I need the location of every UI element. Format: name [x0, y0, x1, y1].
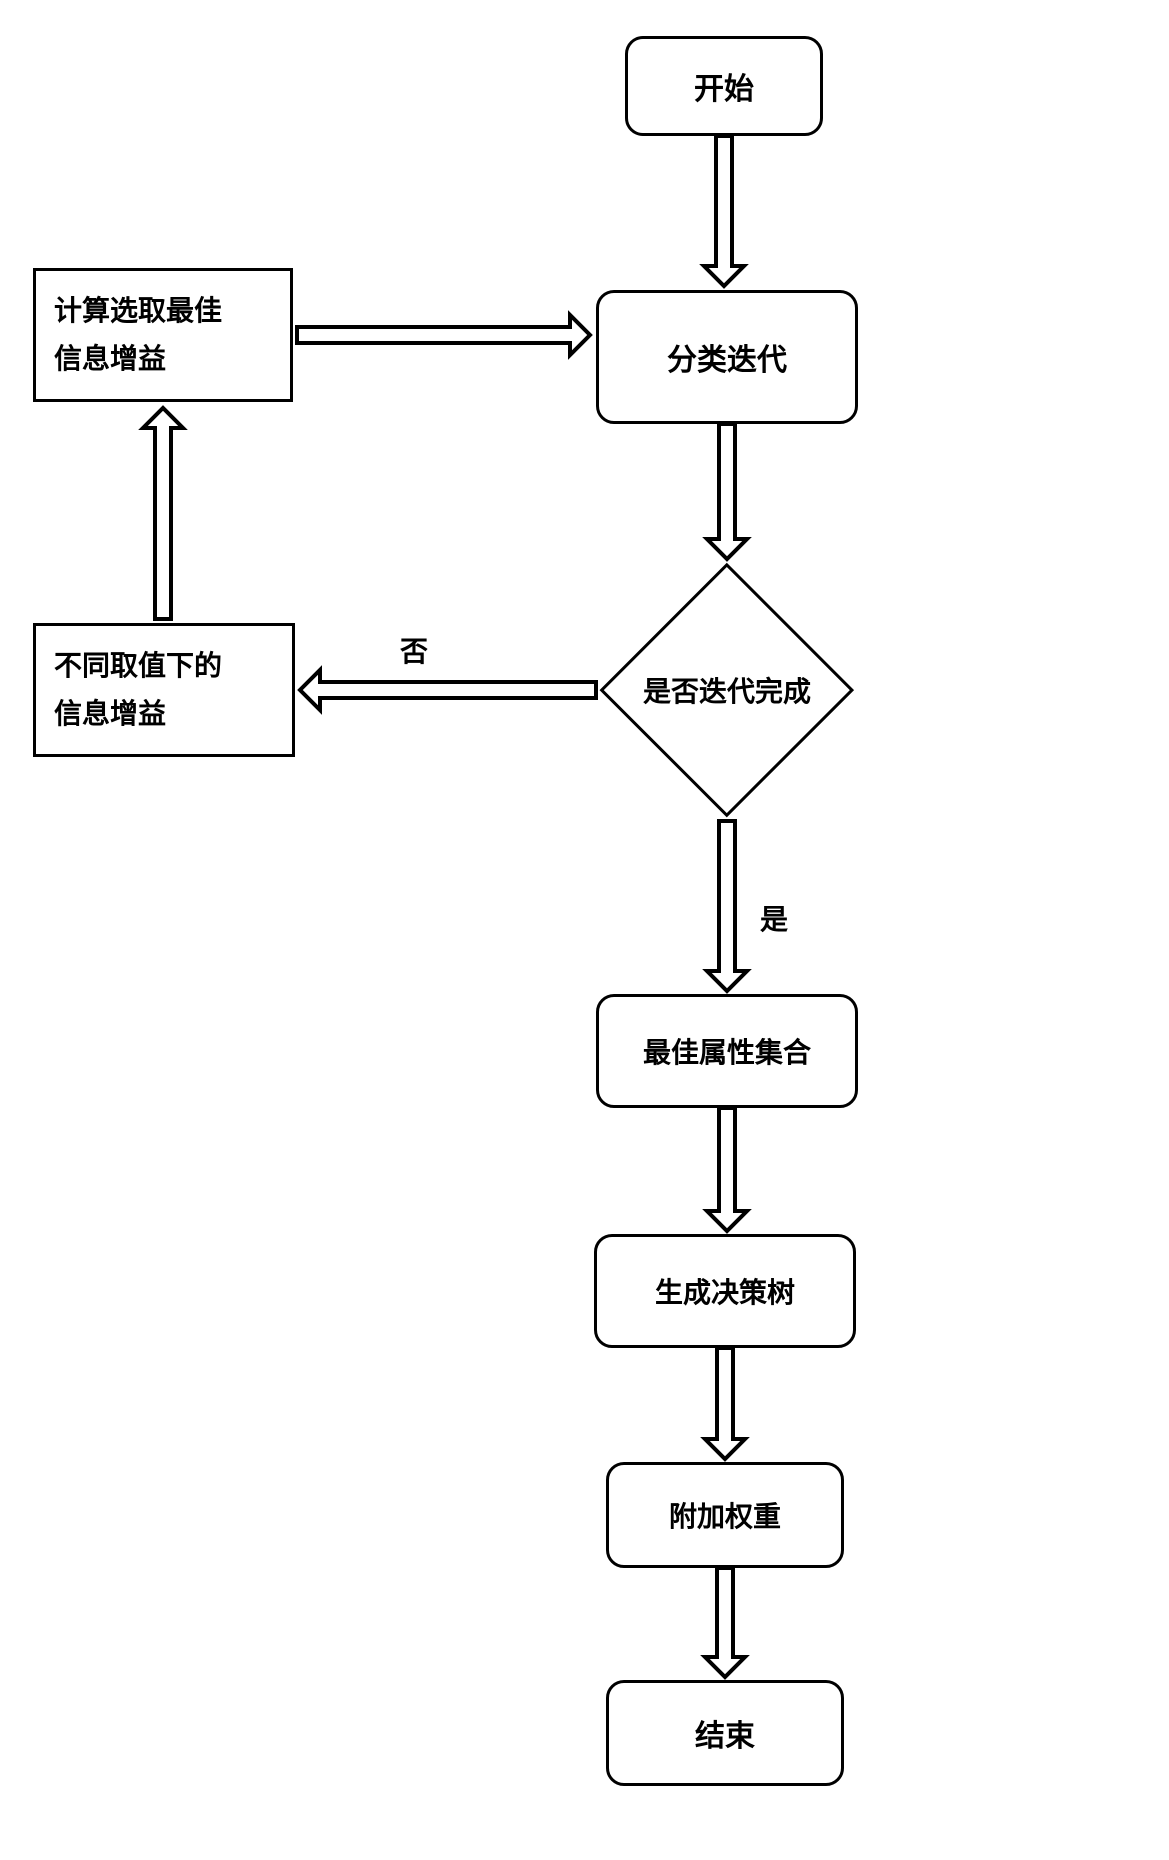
node-start: 开始	[625, 36, 823, 136]
node-end-label: 结束	[695, 1711, 755, 1755]
node-decision-label: 是否迭代完成	[643, 670, 811, 710]
node-best-attr-set: 最佳属性集合	[596, 994, 858, 1108]
node-diff-value-gain-line2: 信息增益	[54, 690, 166, 738]
node-end: 结束	[606, 1680, 844, 1786]
node-best-attr-set-label: 最佳属性集合	[643, 1031, 811, 1071]
node-calc-best-gain-line2: 信息增益	[54, 335, 166, 383]
node-classify: 分类迭代	[596, 290, 858, 424]
node-add-weight: 附加权重	[606, 1462, 844, 1568]
edge-label: 否	[400, 630, 428, 670]
node-start-label: 开始	[694, 64, 754, 108]
node-calc-best-gain-line1: 计算选取最佳	[54, 287, 222, 335]
node-add-weight-label: 附加权重	[669, 1495, 781, 1535]
node-gen-tree-label: 生成决策树	[655, 1271, 795, 1311]
edge-label: 是	[760, 898, 788, 938]
node-gen-tree: 生成决策树	[594, 1234, 856, 1348]
node-decision: 是否迭代完成	[637, 600, 817, 780]
node-classify-label: 分类迭代	[667, 335, 787, 379]
node-calc-best-gain: 计算选取最佳 信息增益	[33, 268, 293, 402]
node-diff-value-gain: 不同取值下的 信息增益	[33, 623, 295, 757]
node-diff-value-gain-line1: 不同取值下的	[54, 642, 222, 690]
